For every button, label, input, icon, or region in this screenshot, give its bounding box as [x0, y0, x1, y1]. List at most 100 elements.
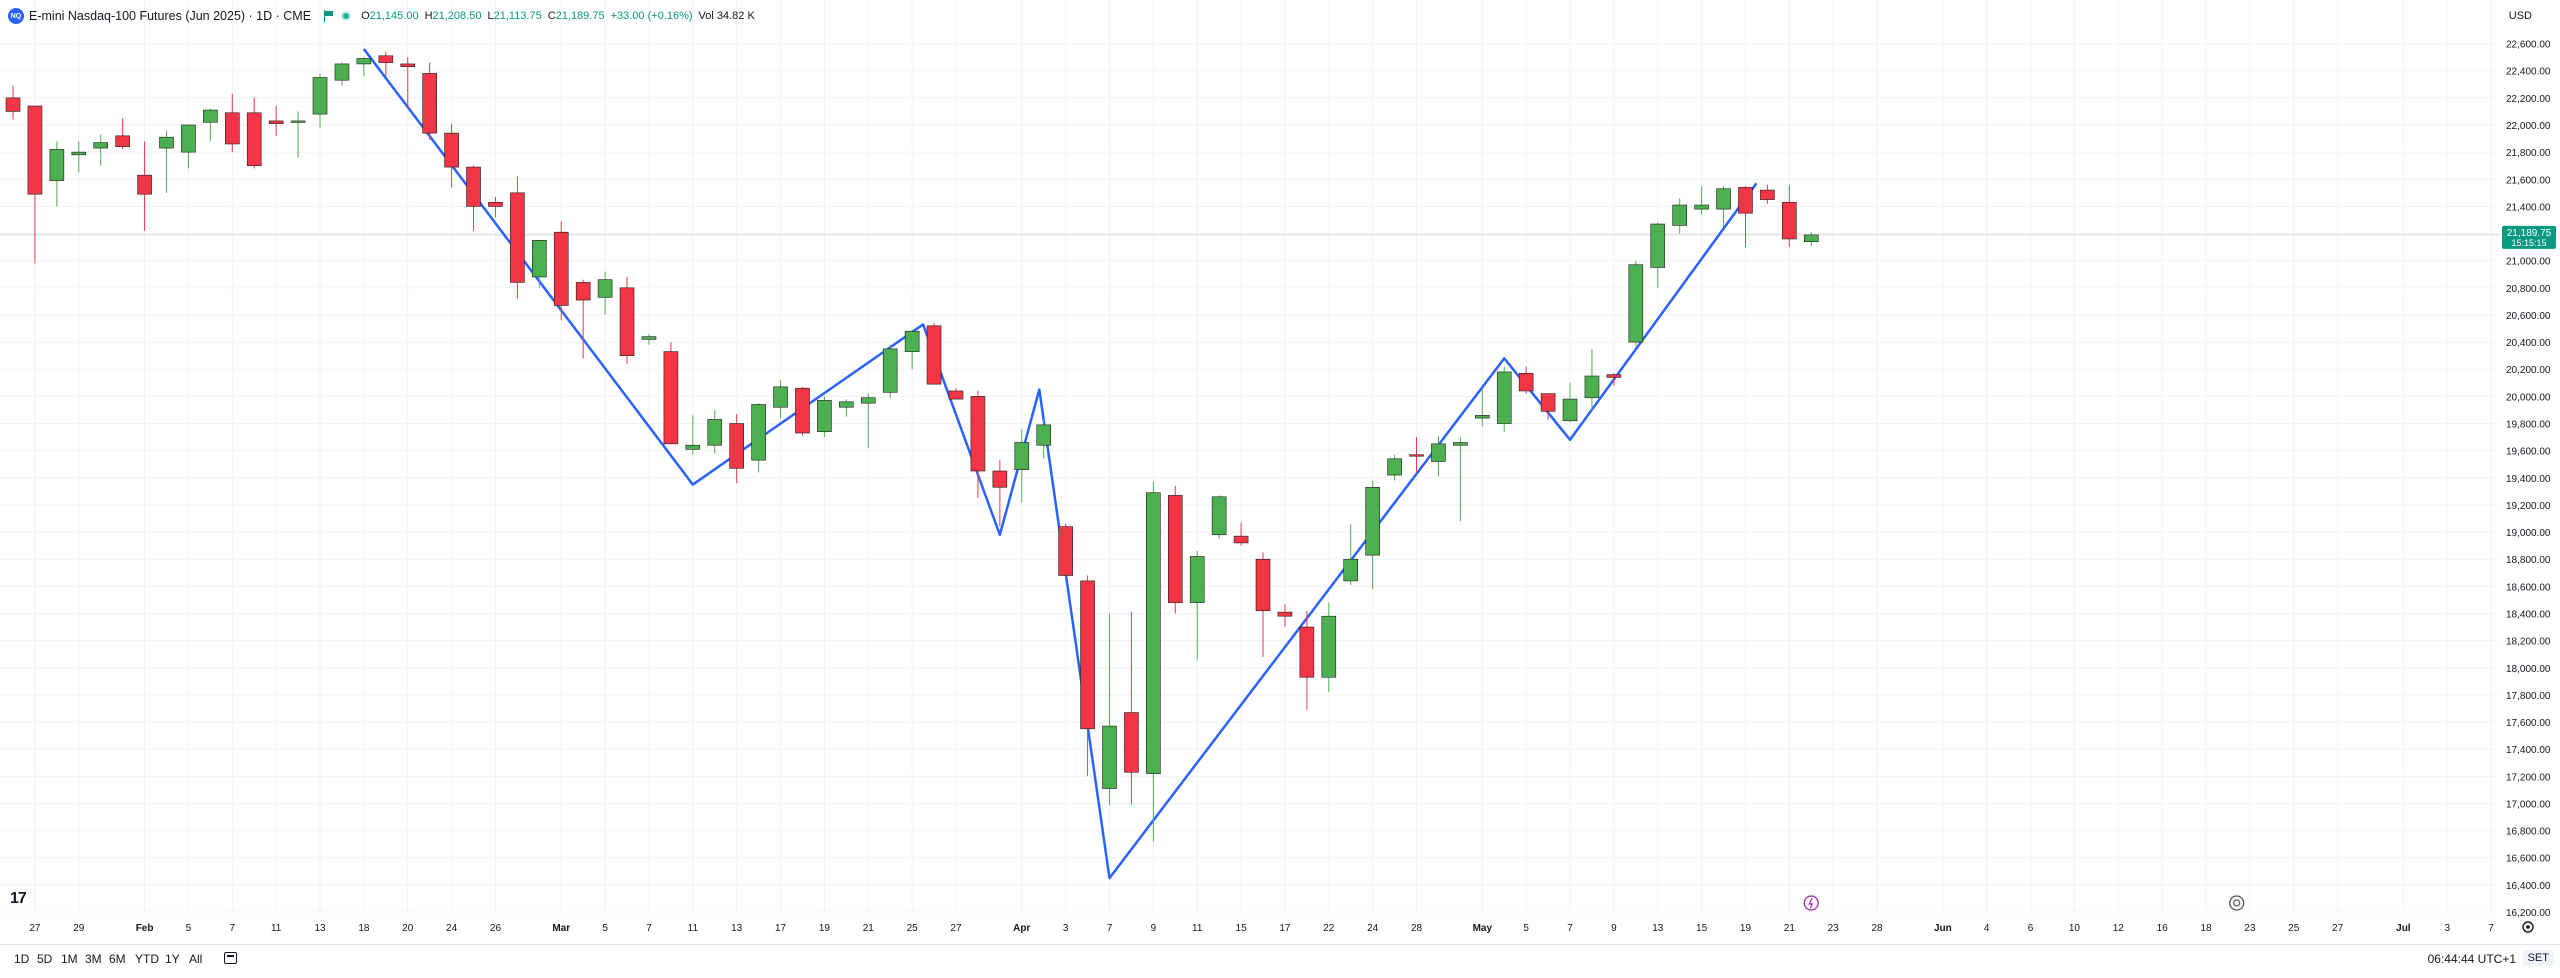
candle [992, 460, 1008, 527]
candle-body [795, 387, 810, 434]
price-tick-label: 17,400.00 [2506, 745, 2551, 756]
candle [1738, 186, 1753, 248]
ohlc-close: C21,189.75 [547, 10, 605, 22]
dividend-event-icon[interactable] [2229, 895, 2245, 911]
candle [466, 165, 481, 231]
zigzag-line[interactable] [362, 48, 1758, 880]
date-tick-label: 28 [1871, 923, 1883, 934]
price-tick-label: 22,400.00 [2506, 67, 2551, 78]
candle-body [181, 124, 196, 153]
date-tick-label: 20 [402, 923, 414, 934]
candle [225, 93, 240, 153]
range-6m-button[interactable]: 6M [109, 952, 126, 966]
range-3m-button[interactable]: 3M [85, 952, 102, 966]
currency-label[interactable]: USD [2508, 10, 2532, 22]
price-tick-label: 17,200.00 [2506, 772, 2551, 783]
candle [1584, 348, 1600, 412]
range-ytd-button[interactable]: YTD [135, 952, 159, 966]
calendar-icon[interactable] [224, 952, 237, 964]
last-price-tag-bg [2502, 225, 2556, 249]
candle-body [1321, 615, 1337, 678]
date-tick-label: 12 [2113, 923, 2125, 934]
candle-body [1124, 712, 1139, 773]
price-tick-label: 17,800.00 [2506, 691, 2551, 702]
candle [1562, 382, 1578, 423]
session-button[interactable]: SET [2522, 950, 2554, 966]
candle [707, 409, 723, 454]
date-tick-label: 7 [646, 923, 652, 934]
grid-layer [0, 0, 2500, 913]
price-tick-label: 22,200.00 [2506, 94, 2551, 105]
price-tick-label: 18,200.00 [2506, 637, 2551, 648]
date-tick-label: 24 [446, 923, 458, 934]
volume-readout: Vol 34.82 K [698, 10, 755, 22]
price-tick-label: 21,600.00 [2506, 175, 2551, 186]
date-tick-label: 3 [1063, 923, 1069, 934]
price-tick-label: 18,400.00 [2506, 609, 2551, 620]
tradingview-logo[interactable]: 17 [10, 890, 27, 907]
price-tick-label: 18,600.00 [2506, 582, 2551, 593]
candle [970, 390, 986, 499]
date-tick-label: 15 [1236, 923, 1248, 934]
date-tick-label: 7 [1567, 923, 1573, 934]
flag-icon[interactable] [323, 10, 334, 22]
candle-body [1738, 187, 1753, 214]
range-all-button[interactable]: All [189, 952, 203, 966]
date-tick-label: Feb [136, 923, 154, 934]
candle-body [510, 192, 525, 283]
price-tick-label: 20,400.00 [2506, 338, 2551, 349]
candle [641, 333, 657, 345]
candle-body [685, 444, 701, 450]
candle [1277, 603, 1293, 628]
earnings-event-icon[interactable] [1803, 895, 1819, 911]
date-tick-label: Jun [1934, 923, 1952, 934]
candle-body [1211, 496, 1227, 536]
price-tick-label: 20,200.00 [2506, 365, 2551, 376]
date-tick-label: 7 [2488, 923, 2494, 934]
range-1m-button[interactable]: 1M [61, 952, 78, 966]
candle-body [1014, 442, 1030, 470]
candle-body [378, 55, 394, 63]
candle-body [773, 386, 788, 408]
candle [422, 62, 437, 140]
candle [663, 342, 679, 445]
range-1y-button[interactable]: 1Y [165, 952, 180, 966]
candle-body [400, 63, 416, 67]
price-tick-label: 21,800.00 [2506, 148, 2551, 159]
candle [575, 279, 591, 359]
price-tick-label: 16,800.00 [2506, 827, 2551, 838]
candle [948, 388, 964, 400]
symbol-title[interactable]: E-mini Nasdaq-100 Futures (Jun 2025) · 1… [29, 9, 312, 23]
candle-body [334, 63, 350, 81]
candle [597, 271, 613, 315]
candle-body [1518, 373, 1534, 392]
candle [1146, 481, 1161, 842]
candle [444, 123, 459, 188]
candle-body [356, 58, 372, 65]
candle-body [27, 105, 43, 195]
price-tick-label: 19,400.00 [2506, 474, 2551, 485]
range-1d-button[interactable]: 1D [14, 952, 30, 966]
date-tick-label: 11 [271, 923, 282, 934]
date-tick-label: 17 [1279, 923, 1291, 934]
gear-icon[interactable] [2522, 921, 2534, 933]
market-status-icon[interactable] [341, 11, 352, 21]
date-tick-label: 3 [2444, 923, 2450, 934]
date-tick-label: 28 [1411, 923, 1423, 934]
price-tick-label: 17,000.00 [2506, 799, 2551, 810]
candle [1475, 389, 1490, 427]
candle [1782, 184, 1797, 248]
price-tick-label: 17,600.00 [2506, 718, 2551, 729]
candle-body [1058, 526, 1073, 576]
candle [1803, 232, 1819, 246]
candle [1189, 551, 1205, 660]
candle [926, 323, 942, 385]
clock-readout[interactable]: 06:44:44 UTC+1 [2427, 952, 2516, 966]
date-tick-label: 18 [358, 923, 370, 934]
symbol-logo[interactable]: NQ [8, 8, 24, 24]
range-5d-button[interactable]: 5D [37, 952, 53, 966]
candle [246, 97, 262, 169]
zigzag-layer [362, 48, 1758, 880]
